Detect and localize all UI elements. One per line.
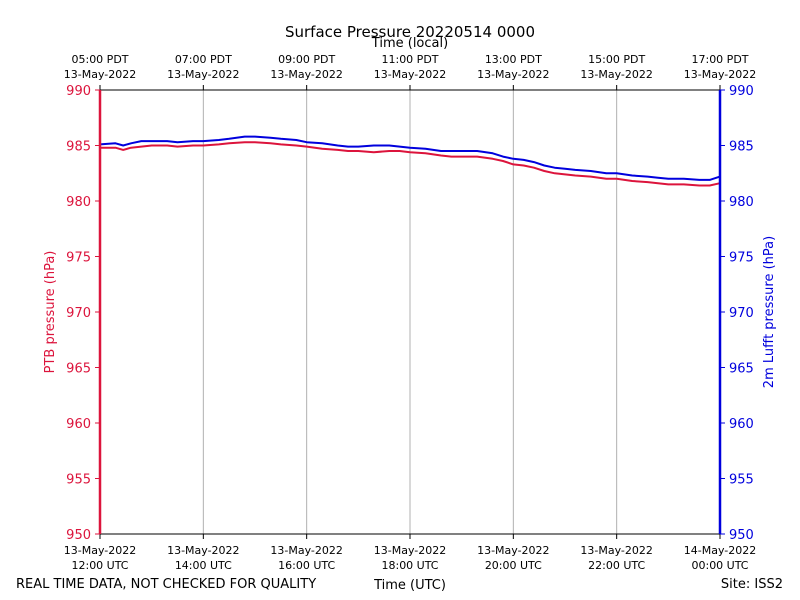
series-layer [99, 135, 721, 187]
left-y-tick-label: 960 [66, 417, 91, 432]
left-y-tick-label: 985 [66, 140, 91, 155]
top-tick-date: 13-May-2022 [477, 68, 549, 81]
top-tick-date: 13-May-2022 [374, 68, 446, 81]
quality-disclaimer: REAL TIME DATA, NOT CHECKED FOR QUALITY [16, 577, 316, 592]
bottom-tick-date: 14-May-2022 [684, 544, 756, 557]
site-label: Site: ISS2 [721, 577, 783, 592]
bottom-tick-time: 00:00 UTC [691, 559, 748, 572]
ptb-pressure-line [100, 141, 721, 187]
bottom-tick-date: 13-May-2022 [477, 544, 549, 557]
top-tick-date: 13-May-2022 [167, 68, 239, 81]
right-y-tick-label: 955 [729, 473, 754, 488]
bottom-axis-label: Time (UTC) [373, 578, 446, 593]
bottom-tick-date: 13-May-2022 [64, 544, 136, 557]
bottom-tick-date: 13-May-2022 [580, 544, 652, 557]
bottom-tick-time: 22:00 UTC [588, 559, 645, 572]
top-tick-time: 05:00 PDT [71, 53, 128, 66]
top-tick-time: 17:00 PDT [691, 53, 748, 66]
top-tick-date: 13-May-2022 [64, 68, 136, 81]
top-tick-date: 13-May-2022 [270, 68, 342, 81]
top-tick-time: 15:00 PDT [588, 53, 645, 66]
bottom-tick-date: 13-May-2022 [374, 544, 446, 557]
bottom-tick-time: 16:00 UTC [278, 559, 335, 572]
top-tick-time: 07:00 PDT [175, 53, 232, 66]
bottom-tick-date: 13-May-2022 [270, 544, 342, 557]
left-y-tick-label: 970 [66, 306, 91, 321]
bottom-tick-date: 13-May-2022 [167, 544, 239, 557]
bottom-tick-time: 18:00 UTC [381, 559, 438, 572]
bottom-tick-time: 20:00 UTC [485, 559, 542, 572]
top-tick-date: 13-May-2022 [580, 68, 652, 81]
top-tick-time: 11:00 PDT [381, 53, 438, 66]
top-tick-date: 13-May-2022 [684, 68, 756, 81]
lufft-pressure-line [99, 135, 721, 181]
top-tick-time: 09:00 PDT [278, 53, 335, 66]
right-y-tick-label: 960 [729, 417, 754, 432]
ticks-layer: 13-May-2022 12:00 UTC 13-May-2022 14:00 UTC… [64, 53, 756, 572]
top-tick-time: 13:00 PDT [485, 53, 542, 66]
right-y-tick-label: 975 [729, 251, 754, 266]
chart-title: Surface Pressure 20220514 0000 [285, 23, 535, 41]
left-y-tick-label: 980 [66, 195, 91, 210]
left-y-tick-label: 955 [66, 473, 91, 488]
top-axis-label: Time (local) [371, 36, 448, 51]
right-y-tick-label: 970 [729, 306, 754, 321]
right-axis-label: 2m Lufft pressure (hPa) [762, 236, 777, 388]
right-y-tick-label: 950 [729, 528, 754, 543]
right-y-tick-label: 985 [729, 140, 754, 155]
right-y-tick-label: 980 [729, 195, 754, 210]
left-y-tick-label: 965 [66, 362, 91, 377]
right-y-tick-label: 990 [729, 84, 754, 99]
left-y-tick-label: 975 [66, 251, 91, 266]
left-axis-label: PTB pressure (hPa) [43, 251, 58, 374]
bottom-tick-time: 14:00 UTC [175, 559, 232, 572]
left-y-tick-label: 950 [66, 528, 91, 543]
left-y-tick-label: 990 [66, 84, 91, 99]
bottom-tick-time: 12:00 UTC [71, 559, 128, 572]
right-y-tick-label: 965 [729, 362, 754, 377]
